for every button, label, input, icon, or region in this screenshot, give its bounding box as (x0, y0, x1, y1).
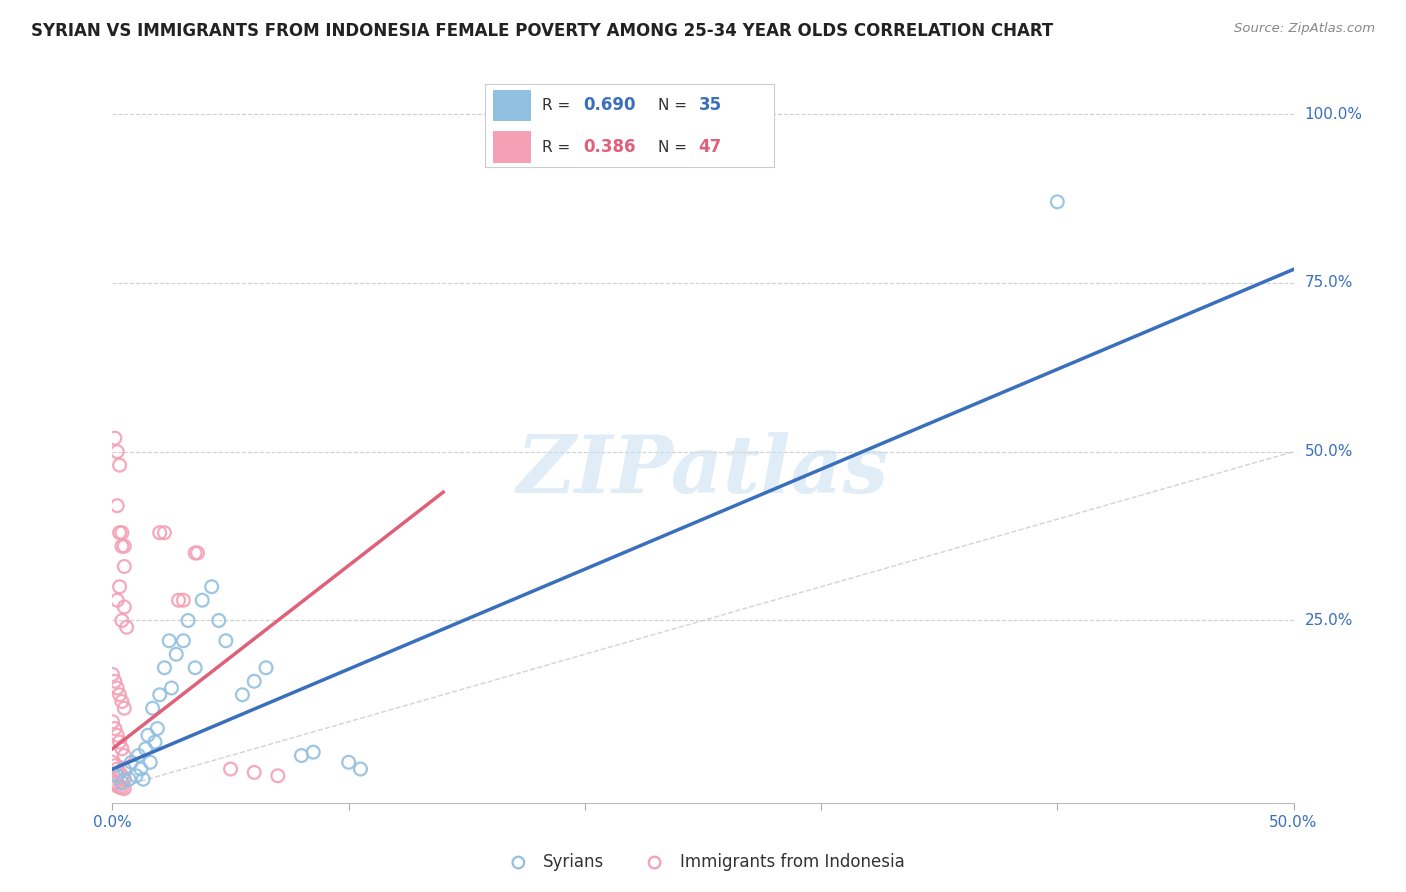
Point (177, 614, 200, 628)
Point (337, 756, 360, 770)
Text: SYRIAN VS IMMIGRANTS FROM INDONESIA FEMALE POVERTY AMONG 25-34 YEAR OLDS CORRELA: SYRIAN VS IMMIGRANTS FROM INDONESIA FEMA… (31, 22, 1053, 40)
Point (149, 688, 172, 702)
Point (105, 593, 128, 607)
Text: 50.0%: 50.0% (1305, 444, 1353, 459)
Text: 100.0%: 100.0% (1305, 106, 1362, 121)
Point (112, 599, 135, 614)
Point (101, 756, 124, 770)
Point (267, 769, 290, 783)
Point (172, 633, 194, 648)
Point (104, 777, 127, 791)
Legend: Syrians, Immigrants from Indonesia: Syrians, Immigrants from Indonesia (495, 847, 911, 878)
Point (111, 694, 134, 708)
Point (191, 593, 214, 607)
Point (108, 688, 131, 702)
Point (104, 722, 127, 736)
Point (104, 431, 127, 445)
Point (186, 546, 208, 560)
Text: ZIPatlas: ZIPatlas (517, 432, 889, 509)
Point (165, 647, 187, 661)
Point (143, 735, 166, 749)
Point (139, 756, 162, 770)
Point (112, 762, 135, 776)
Point (243, 674, 266, 689)
Point (108, 765, 131, 780)
Point (146, 722, 169, 736)
Point (111, 780, 134, 795)
Point (132, 772, 155, 787)
Point (290, 748, 312, 763)
Point (302, 745, 325, 759)
Point (129, 762, 152, 776)
Point (105, 681, 128, 695)
Point (105, 769, 128, 783)
Point (184, 546, 207, 560)
Point (112, 781, 135, 796)
Point (112, 559, 135, 574)
Point (243, 765, 266, 780)
Point (108, 780, 131, 795)
Point (112, 701, 135, 715)
Point (115, 620, 138, 634)
Point (349, 762, 371, 776)
Point (153, 525, 176, 540)
Point (105, 444, 128, 458)
Point (219, 762, 242, 776)
Point (201, 580, 224, 594)
Point (105, 728, 128, 742)
Point (118, 772, 141, 787)
Point (135, 741, 157, 756)
Point (208, 614, 231, 628)
Point (104, 758, 127, 772)
Point (108, 458, 131, 472)
Point (105, 779, 128, 793)
Point (101, 714, 124, 729)
Point (172, 593, 194, 607)
Point (108, 580, 131, 594)
Point (254, 661, 277, 675)
Point (125, 769, 148, 783)
Point (160, 681, 183, 695)
Point (108, 735, 131, 749)
Point (108, 525, 131, 540)
Point (127, 748, 149, 763)
Point (104, 674, 127, 689)
Point (111, 539, 134, 553)
Text: 75.0%: 75.0% (1305, 276, 1353, 291)
Point (142, 701, 165, 715)
Point (184, 661, 207, 675)
Point (231, 688, 253, 702)
Point (112, 539, 135, 553)
Point (101, 775, 124, 789)
Point (111, 741, 134, 756)
Point (112, 772, 135, 787)
Point (157, 633, 180, 648)
Point (149, 525, 172, 540)
Point (105, 499, 128, 513)
Point (111, 525, 134, 540)
Point (111, 614, 134, 628)
Point (215, 633, 238, 648)
Point (111, 775, 134, 789)
Point (167, 593, 190, 607)
Point (1046, 194, 1069, 209)
Point (120, 756, 142, 770)
Point (112, 748, 135, 763)
Point (105, 762, 128, 776)
Text: Source: ZipAtlas.com: Source: ZipAtlas.com (1234, 22, 1375, 36)
Point (111, 769, 134, 783)
Text: 25.0%: 25.0% (1305, 613, 1353, 628)
Point (136, 728, 159, 742)
Point (101, 667, 124, 681)
Point (153, 661, 176, 675)
